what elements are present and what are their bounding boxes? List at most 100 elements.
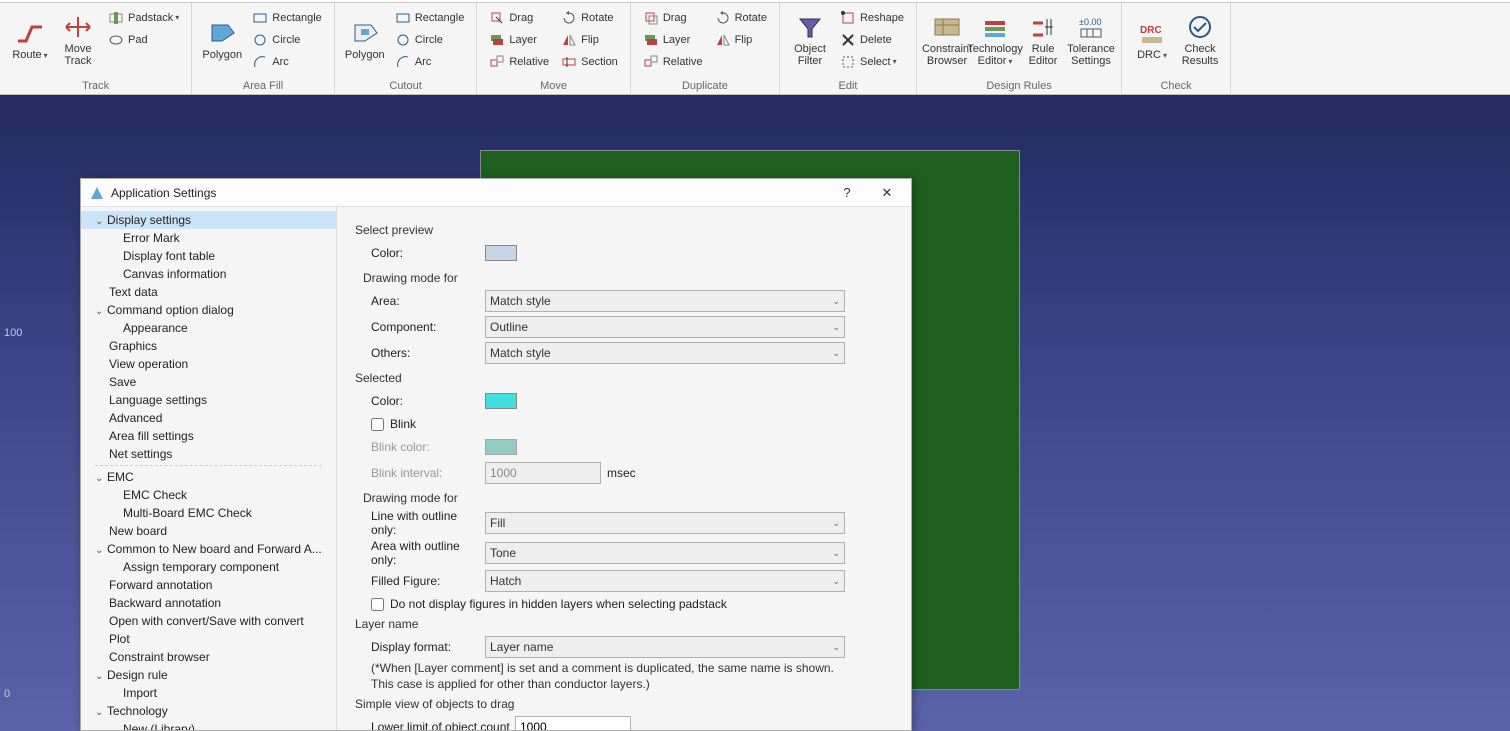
- blink-checkbox[interactable]: [371, 418, 384, 431]
- blink-color-label: Blink color:: [355, 440, 485, 454]
- others-combo[interactable]: Match style⌄: [485, 342, 845, 364]
- technology-editor-button[interactable]: Technology Editor▾: [971, 5, 1019, 75]
- dup-drag-button[interactable]: Drag: [639, 7, 707, 28]
- tree-net[interactable]: Net settings: [81, 445, 336, 463]
- group-areafill-label: Area Fill: [198, 78, 328, 94]
- move-relative-button[interactable]: Relative: [485, 51, 553, 72]
- blink-check[interactable]: Blink: [355, 417, 893, 431]
- dialog-titlebar[interactable]: Application Settings ? ✕: [81, 179, 911, 207]
- preview-color-swatch[interactable]: [485, 245, 517, 261]
- areafill-polygon-button[interactable]: Polygon: [198, 5, 246, 75]
- tree-fwd[interactable]: Forward annotation: [81, 576, 336, 594]
- ribbon: Route▾ Move Track Padstack▾ Pad Track Po…: [0, 3, 1510, 95]
- tree-bwd[interactable]: Backward annotation: [81, 594, 336, 612]
- dup-relative-button[interactable]: Relative: [639, 51, 707, 72]
- tree-new-board[interactable]: New board: [81, 522, 336, 540]
- tree-display-settings[interactable]: ⌄Display settings: [81, 211, 336, 229]
- tree-appearance[interactable]: Appearance: [81, 319, 336, 337]
- settings-tree[interactable]: ⌄Display settings Error Mark Display fon…: [81, 207, 337, 730]
- selected-color-swatch[interactable]: [485, 393, 517, 409]
- object-filter-button[interactable]: Object Filter: [786, 5, 834, 75]
- area-outline-combo[interactable]: Tone⌄: [485, 542, 845, 564]
- move-flip-button[interactable]: Flip: [557, 29, 622, 50]
- move-rotate-button[interactable]: Rotate: [557, 7, 622, 28]
- tree-emc[interactable]: ⌄EMC: [81, 468, 336, 486]
- application-settings-dialog: Application Settings ? ✕ ⌄Display settin…: [80, 178, 912, 731]
- line-outline-combo[interactable]: Fill⌄: [485, 512, 845, 534]
- lower-limit-input[interactable]: [515, 716, 631, 730]
- route-track-button[interactable]: Route▾: [6, 5, 54, 75]
- tree-design-rule[interactable]: ⌄Design rule: [81, 666, 336, 684]
- filter-icon: [794, 13, 826, 41]
- areafill-polygon-label: Polygon: [202, 49, 242, 61]
- move-layer-button[interactable]: Layer: [485, 29, 553, 50]
- dup-layer-label: Layer: [663, 34, 691, 46]
- tree-common-new[interactable]: ⌄Common to New board and Forward A...: [81, 540, 336, 558]
- tree-technology[interactable]: ⌄Technology: [81, 702, 336, 720]
- display-format-combo[interactable]: Layer name⌄: [485, 636, 845, 658]
- tree-import[interactable]: Import: [81, 684, 336, 702]
- dup-rotate-button[interactable]: Rotate: [711, 7, 771, 28]
- dup-flip-button[interactable]: Flip: [711, 29, 771, 50]
- svg-text:±0.00: ±0.00: [1079, 17, 1101, 27]
- areafill-rect-button[interactable]: Rectangle: [248, 7, 326, 28]
- padstack-button[interactable]: Padstack▾: [104, 7, 183, 28]
- tree-emc-check[interactable]: EMC Check: [81, 486, 336, 504]
- check-results-button[interactable]: Check Results: [1176, 5, 1224, 75]
- tree-new-library[interactable]: New (Library): [81, 720, 336, 730]
- tree-advanced[interactable]: Advanced: [81, 409, 336, 427]
- component-combo[interactable]: Outline⌄: [485, 316, 845, 338]
- tree-area-fill[interactable]: Area fill settings: [81, 427, 336, 445]
- display-format-label: Display format:: [355, 640, 485, 654]
- cutout-rect-button[interactable]: Rectangle: [391, 7, 469, 28]
- group-cutout: Polygon Rectangle Circle Arc Cutout: [335, 3, 478, 94]
- areafill-arc-button[interactable]: Arc: [248, 51, 326, 72]
- tree-error-mark[interactable]: Error Mark: [81, 229, 336, 247]
- cutout-polygon-button[interactable]: Polygon: [341, 5, 389, 75]
- areafill-circle-button[interactable]: Circle: [248, 29, 326, 50]
- section-simple-view: Simple view of objects to drag: [355, 697, 893, 711]
- rule-editor-button[interactable]: Rule Editor: [1019, 5, 1067, 75]
- ruler-100: 100: [4, 327, 22, 339]
- constraint-browser-button[interactable]: Constraint Browser: [923, 5, 971, 75]
- tolerance-button[interactable]: ±0.00 Tolerance Settings: [1067, 5, 1115, 75]
- tree-save[interactable]: Save: [81, 373, 336, 391]
- tree-text-data[interactable]: Text data: [81, 283, 336, 301]
- drc-button[interactable]: DRC DRC▾: [1128, 5, 1176, 75]
- tree-plot[interactable]: Plot: [81, 630, 336, 648]
- tree-multi-emc[interactable]: Multi-Board EMC Check: [81, 504, 336, 522]
- tree-constraint-browser[interactable]: Constraint browser: [81, 648, 336, 666]
- hide-padstack-check[interactable]: Do not display figures in hidden layers …: [355, 597, 893, 611]
- close-button[interactable]: ✕: [867, 180, 907, 206]
- area-combo[interactable]: Match style⌄: [485, 290, 845, 312]
- delete-button[interactable]: Delete: [836, 29, 908, 50]
- pad-button[interactable]: Pad: [104, 29, 183, 50]
- tree-language[interactable]: Language settings: [81, 391, 336, 409]
- move-section-button[interactable]: Section: [557, 51, 622, 72]
- hide-padstack-checkbox[interactable]: [371, 598, 384, 611]
- tree-open-conv[interactable]: Open with convert/Save with convert: [81, 612, 336, 630]
- ruler-0: 0: [4, 688, 10, 700]
- component-label: Component:: [355, 320, 485, 334]
- move-track-button[interactable]: Move Track: [54, 5, 102, 75]
- cutout-circle-button[interactable]: Circle: [391, 29, 469, 50]
- tree-command-option[interactable]: ⌄Command option dialog: [81, 301, 336, 319]
- cutout-arc-button[interactable]: Arc: [391, 51, 469, 72]
- tree-view-operation[interactable]: View operation: [81, 355, 336, 373]
- select-button[interactable]: Select▾: [836, 51, 908, 72]
- tree-graphics[interactable]: Graphics: [81, 337, 336, 355]
- tolerance-label: Tolerance Settings: [1067, 43, 1115, 67]
- line-outline-label: Line with outline only:: [355, 509, 485, 537]
- reshape-button[interactable]: Reshape: [836, 7, 908, 28]
- move-drag-button[interactable]: Drag: [485, 7, 553, 28]
- group-check: DRC DRC▾ Check Results Check: [1122, 3, 1231, 94]
- help-button[interactable]: ?: [827, 180, 867, 206]
- tree-canvas-info[interactable]: Canvas information: [81, 265, 336, 283]
- dup-relative-label: Relative: [663, 56, 703, 68]
- section-layer-name: Layer name: [355, 617, 893, 631]
- reshape-label: Reshape: [860, 12, 904, 24]
- dup-layer-button[interactable]: Layer: [639, 29, 707, 50]
- tree-display-font-table[interactable]: Display font table: [81, 247, 336, 265]
- filled-figure-combo[interactable]: Hatch⌄: [485, 570, 845, 592]
- tree-assign-temp[interactable]: Assign temporary component: [81, 558, 336, 576]
